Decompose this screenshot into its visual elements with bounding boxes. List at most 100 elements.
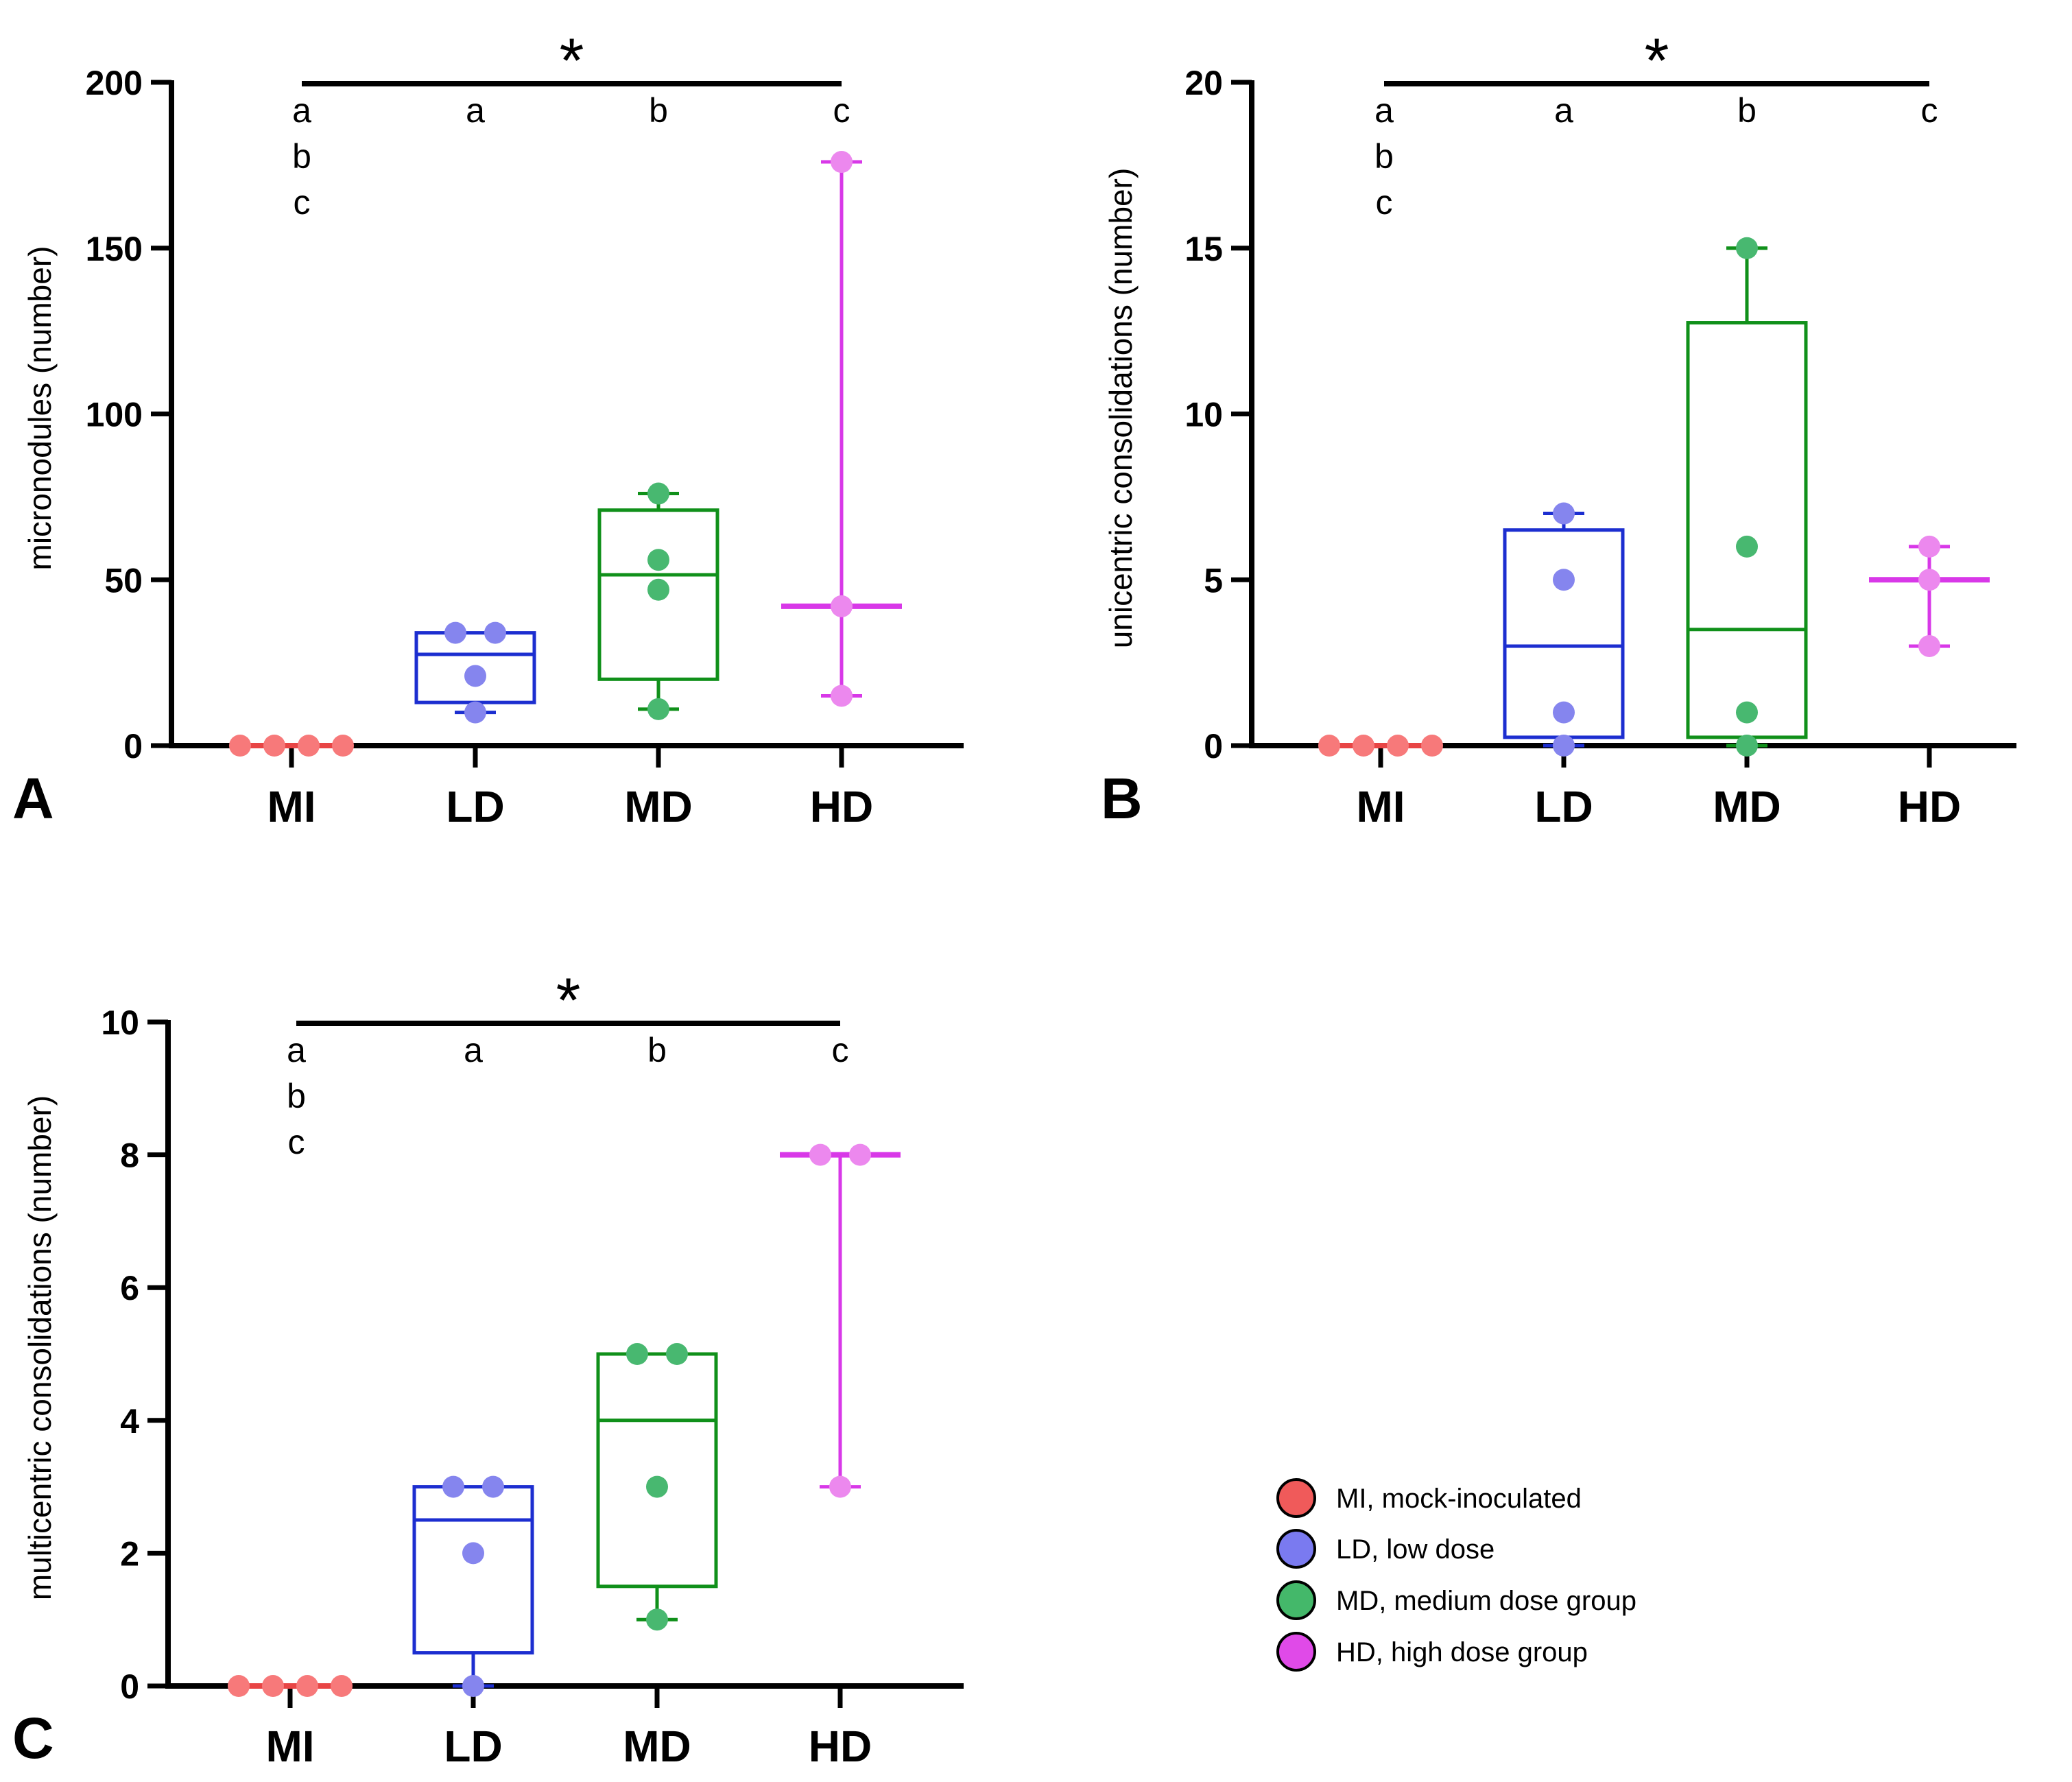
legend-label: HD, high dose group — [1336, 1637, 1588, 1667]
legend-item-ld: LD, low dose — [1276, 1529, 1495, 1569]
data-point — [1353, 735, 1374, 757]
y-axis-title: micronodules (number) — [22, 246, 58, 571]
data-point — [831, 685, 853, 707]
x-category-label: LD — [1534, 782, 1593, 831]
y-tick-label: 15 — [1184, 230, 1223, 268]
data-point — [296, 1675, 318, 1697]
y-tick-label: 200 — [86, 64, 143, 102]
data-point — [464, 665, 486, 687]
sig-letter-md: b — [647, 1031, 667, 1069]
sig-letter-mi-b: b — [287, 1077, 306, 1115]
panel-a: A micronodules (number) 0 50 100 150 200… — [12, 26, 964, 831]
x-category-label: MI — [265, 1722, 314, 1771]
significance-annotation: * a b c a b c — [292, 26, 850, 222]
data-point — [462, 1542, 484, 1565]
x-category-label: LD — [446, 782, 504, 831]
sig-letter-ld: a — [466, 91, 485, 130]
data-point — [1553, 735, 1575, 757]
legend-label: LD, low dose — [1336, 1534, 1495, 1565]
sig-letter-mi-c: c — [288, 1123, 305, 1161]
legend: MI, mock-inoculated LD, low dose MD, med… — [1276, 1478, 1636, 1672]
data-point — [647, 549, 669, 571]
data-point — [1736, 237, 1758, 259]
panel-b: B unicentric consolidations (number) 0 5… — [1101, 26, 2016, 831]
data-point — [849, 1143, 871, 1166]
data-point — [262, 1675, 284, 1697]
data-point — [462, 1675, 484, 1697]
y-tick-label: 100 — [86, 396, 143, 434]
legend-swatch — [1276, 1632, 1316, 1672]
data-point — [646, 1608, 668, 1631]
data-point — [626, 1343, 648, 1365]
legend-swatch — [1276, 1580, 1316, 1620]
y-tick-label: 10 — [101, 1003, 139, 1042]
sig-letter-hd: c — [833, 91, 850, 130]
y-tick-label: 150 — [86, 230, 143, 268]
sig-letter-mi-a: a — [287, 1031, 306, 1069]
y-tick-label: 0 — [120, 1667, 139, 1706]
data-point — [482, 1475, 504, 1498]
y-axis-title: unicentric consolidations (number) — [1103, 168, 1139, 649]
panel-letter: B — [1101, 766, 1143, 831]
x-category-label: HD — [810, 782, 873, 831]
legend-label: MI, mock-inoculated — [1336, 1484, 1582, 1514]
y-ticks: 0 5 10 15 20 — [1184, 64, 1223, 765]
data-point — [1318, 735, 1340, 757]
y-tick-label: 4 — [120, 1402, 139, 1440]
data-point — [1736, 735, 1758, 757]
y-tick-label: 0 — [1204, 727, 1223, 765]
plot-marks — [1231, 80, 2016, 768]
y-tick-label: 10 — [1184, 396, 1223, 434]
sig-letter-md: b — [1737, 91, 1757, 130]
x-category-labels: MI LD MD HD — [265, 1722, 872, 1771]
y-tick-label: 0 — [123, 727, 143, 765]
data-point — [1918, 535, 1940, 558]
y-ticks: 0 50 100 150 200 — [86, 64, 143, 765]
y-axis-title: multicentric consolidations (number) — [22, 1095, 58, 1600]
y-tick-label: 8 — [120, 1137, 139, 1175]
sig-letter-mi-a: a — [292, 91, 311, 130]
panel-letter: A — [12, 766, 54, 831]
data-point — [298, 735, 320, 757]
sig-letter-ld: a — [464, 1031, 483, 1069]
data-point — [1421, 735, 1443, 757]
y-ticks: 0 2 4 6 8 10 — [101, 1003, 139, 1706]
data-point — [484, 621, 506, 644]
legend-label: MD, medium dose group — [1336, 1586, 1636, 1616]
data-point — [263, 735, 285, 757]
significance-annotation: * a b c a b c — [1374, 26, 1938, 222]
data-point — [331, 1675, 353, 1697]
legend-swatch — [1276, 1529, 1316, 1569]
panel-c: C multicentric consolidations (number) 0… — [12, 966, 964, 1771]
box-iqr — [1686, 321, 1808, 739]
panel-letter: C — [12, 1706, 54, 1770]
data-point — [1736, 535, 1758, 558]
data-point — [1387, 735, 1409, 757]
data-point — [831, 151, 853, 174]
sig-letter-md: b — [649, 91, 668, 130]
sig-letter-mi-c: c — [1376, 183, 1393, 222]
data-point — [646, 1475, 668, 1498]
x-category-labels: MI LD MD HD — [1356, 782, 1961, 831]
data-point — [442, 1475, 464, 1498]
y-tick-label: 5 — [1204, 561, 1223, 599]
data-point — [1918, 634, 1940, 657]
data-point — [1736, 701, 1758, 724]
y-tick-label: 6 — [120, 1269, 139, 1307]
legend-item-md: MD, medium dose group — [1276, 1580, 1636, 1620]
sig-letter-hd: c — [1921, 91, 1938, 130]
box-iqr — [597, 508, 719, 681]
data-point — [1553, 502, 1575, 525]
data-point — [332, 735, 354, 757]
box-iqr — [596, 1352, 718, 1589]
data-point — [666, 1343, 688, 1365]
data-point — [809, 1143, 831, 1166]
x-category-label: MI — [267, 782, 315, 831]
data-point — [464, 701, 486, 724]
data-point — [647, 698, 669, 720]
data-point — [1553, 569, 1575, 591]
plot-marks — [151, 80, 964, 768]
x-category-label: HD — [809, 1722, 872, 1771]
y-tick-label: 50 — [104, 561, 143, 599]
